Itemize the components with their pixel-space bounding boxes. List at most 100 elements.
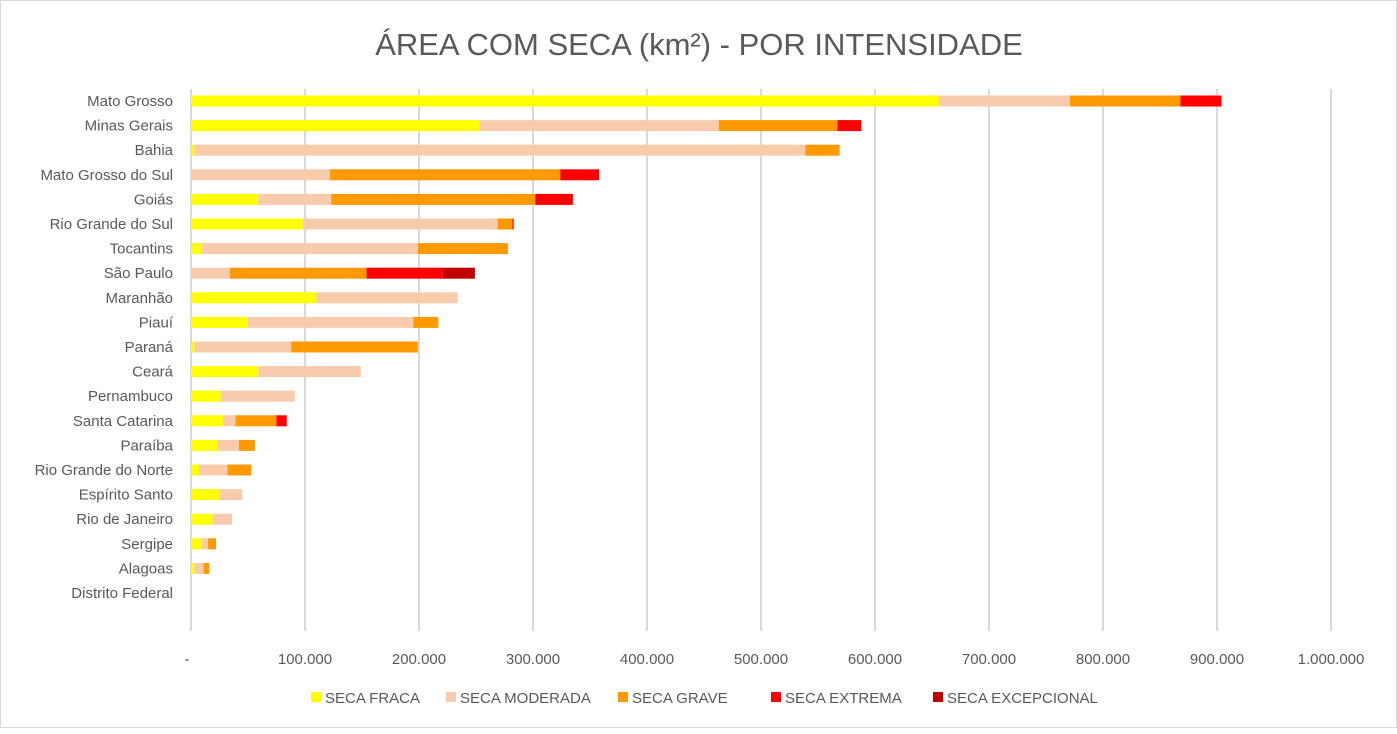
- bar-segment: [276, 415, 287, 427]
- category-label: Sergipe: [121, 536, 173, 553]
- bar-segment: [227, 464, 252, 476]
- bar-segment: [258, 366, 361, 378]
- category-label: Santa Catarina: [73, 413, 174, 430]
- bar-segment: [718, 120, 838, 132]
- bar-segment: [191, 120, 480, 132]
- bar-segment: [201, 538, 209, 550]
- category-labels: Mato Grosso Minas Gerais Bahia Mato Grosso …: [35, 93, 174, 602]
- bar-segment: [212, 513, 233, 525]
- category-label: Mato Grosso do Sul: [40, 167, 173, 184]
- category-label: Bahia: [135, 142, 174, 159]
- bar-segment: [238, 439, 255, 451]
- legend: SECA FRACA SECA MODERADA SECA GRAVE SECA EX…: [311, 690, 1098, 707]
- category-label: Espírito Santo: [79, 487, 173, 504]
- legend-label: SECA EXCEPCIONAL: [947, 690, 1098, 707]
- bar-segment: [512, 218, 514, 230]
- bar-segment: [191, 243, 202, 255]
- bar-segment: [191, 439, 218, 451]
- bar-segment: [258, 193, 332, 205]
- bar-segment: [229, 267, 367, 279]
- bar-segment: [191, 562, 195, 574]
- bar-segment: [191, 218, 303, 230]
- bar-segment: [191, 169, 331, 181]
- bar-segment: [191, 144, 195, 156]
- x-tick-label: 1.000.000: [1298, 651, 1365, 668]
- category-label: Minas Gerais: [85, 118, 173, 135]
- x-tick-label: 500.000: [734, 651, 788, 668]
- bar-segment: [235, 415, 277, 427]
- bar-segment: [194, 144, 806, 156]
- category-label: Rio Grande do Sul: [50, 216, 173, 233]
- x-tick-label: 800.000: [1076, 651, 1130, 668]
- bar-segment: [479, 120, 719, 132]
- bar-segment: [191, 464, 199, 476]
- bar-segment: [1069, 95, 1181, 107]
- bar-segment: [560, 169, 600, 181]
- category-label: Paraíba: [120, 437, 173, 454]
- category-label: Ceará: [132, 364, 174, 381]
- category-label: Piauí: [139, 314, 174, 331]
- bar-segment: [191, 316, 248, 328]
- bar-segment: [194, 341, 292, 353]
- bar-segment: [805, 144, 840, 156]
- bar-segment: [413, 316, 439, 328]
- legend-swatch: [446, 692, 456, 702]
- x-tick-label: 100.000: [278, 651, 332, 668]
- category-label: Pernambuco: [88, 388, 173, 405]
- bar-segment: [220, 390, 295, 402]
- legend-swatch: [933, 692, 943, 702]
- bar-segment: [837, 120, 862, 132]
- legend-label: SECA FRACA: [325, 690, 420, 707]
- category-label: Distrito Federal: [71, 585, 173, 602]
- x-tick-label: 300.000: [506, 651, 560, 668]
- legend-swatch: [311, 692, 321, 702]
- bar-segment: [201, 243, 418, 255]
- x-tick-label: -: [185, 651, 190, 668]
- legend-label: SECA MODERADA: [460, 690, 591, 707]
- legend-swatch: [618, 692, 628, 702]
- bar-segment: [191, 390, 221, 402]
- bar-segment: [217, 439, 239, 451]
- category-label: Goiás: [134, 191, 173, 208]
- bar-segment: [331, 193, 536, 205]
- bar-segment: [191, 95, 939, 107]
- bar-segment: [938, 95, 1070, 107]
- bar-segment: [1180, 95, 1222, 107]
- category-label: Rio de Janeiro: [76, 511, 173, 528]
- legend-label: SECA EXTREMA: [785, 690, 902, 707]
- category-label: Alagoas: [119, 560, 173, 577]
- category-label: Tocantins: [110, 241, 173, 258]
- bar-segment: [191, 292, 317, 304]
- x-tick-labels: - 100.000 200.000 300.000 400.000 500.000 600.…: [185, 651, 1365, 668]
- bar-segment: [302, 218, 498, 230]
- bar-segment: [442, 267, 475, 279]
- legend-label: SECA GRAVE: [632, 690, 728, 707]
- category-label: Paraná: [125, 339, 174, 356]
- bar-segment: [219, 489, 243, 501]
- bar-segment: [497, 218, 513, 230]
- x-tick-label: 600.000: [848, 651, 902, 668]
- bar-segment: [191, 538, 202, 550]
- bar-segment: [194, 562, 204, 574]
- bar-segment: [248, 316, 414, 328]
- chart-title: ÁREA COM SECA (km²) - POR INTENSIDADE: [375, 27, 1023, 62]
- bar-segment: [198, 464, 228, 476]
- category-label: Rio Grande do Norte: [35, 462, 173, 479]
- bar-segment: [191, 366, 259, 378]
- bar-segment: [191, 267, 230, 279]
- bar-segment: [366, 267, 443, 279]
- x-tick-label: 700.000: [962, 651, 1016, 668]
- bars: [191, 95, 1222, 574]
- bar-segment: [191, 513, 213, 525]
- category-label: Maranhão: [105, 290, 173, 307]
- bar-segment: [330, 169, 561, 181]
- bar-segment: [191, 415, 223, 427]
- legend-swatch: [771, 692, 781, 702]
- bar-segment: [291, 341, 418, 353]
- bar-segment: [203, 562, 210, 574]
- category-label: São Paulo: [104, 265, 173, 282]
- category-label: Mato Grosso: [87, 93, 173, 110]
- x-tick-label: 900.000: [1190, 651, 1244, 668]
